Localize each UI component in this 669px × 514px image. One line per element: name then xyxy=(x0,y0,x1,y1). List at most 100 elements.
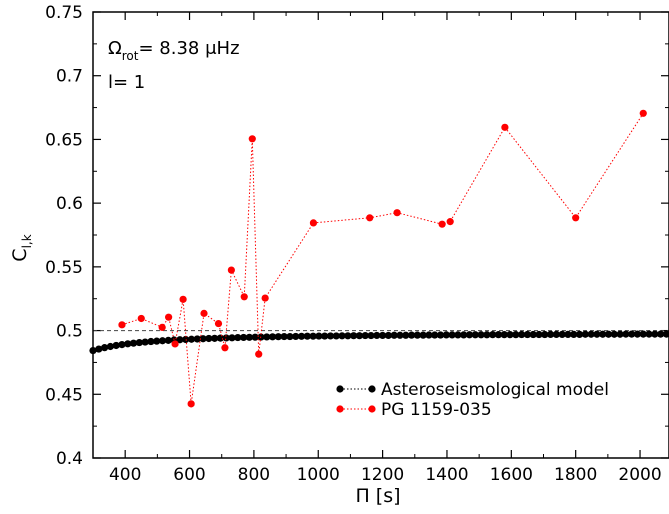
data-point xyxy=(112,341,120,350)
data-point xyxy=(489,331,497,339)
data-point xyxy=(171,340,179,348)
data-point xyxy=(182,335,190,344)
x-tick-label: 600 xyxy=(173,465,205,485)
data-point xyxy=(187,335,196,343)
y-tick-label: 0.45 xyxy=(45,385,83,405)
y-axis-title-main: C xyxy=(9,248,31,261)
data-point xyxy=(263,333,271,341)
data-point xyxy=(199,335,207,343)
data-point xyxy=(187,400,195,408)
data-point xyxy=(465,331,474,339)
data-point xyxy=(309,332,317,340)
data-point xyxy=(205,334,213,343)
series-line xyxy=(121,113,644,404)
data-point xyxy=(633,330,642,338)
y-axis-title-sub: l,k xyxy=(20,234,34,248)
data-point xyxy=(438,220,446,228)
axis-ticks: 400 600 800 1000 1200 1400 1600 1800 2000 0.4 0.45… xyxy=(45,3,669,485)
data-point xyxy=(425,331,433,339)
legend-marker-model xyxy=(368,385,376,393)
data-point xyxy=(338,332,346,340)
data-point xyxy=(572,214,580,222)
data-point xyxy=(141,338,149,346)
data-point xyxy=(248,135,256,143)
data-point xyxy=(297,332,306,340)
y-tick-label: 0.5 xyxy=(56,322,83,342)
x-tick-label: 1400 xyxy=(425,465,468,485)
data-point xyxy=(292,332,300,341)
data-point xyxy=(239,333,248,342)
data-point xyxy=(326,332,335,340)
y-axis-title: Cl,k xyxy=(9,234,34,261)
data-point xyxy=(402,331,410,339)
data-point xyxy=(255,350,263,358)
data-point xyxy=(622,330,630,338)
x-tick-label: 2000 xyxy=(618,465,661,485)
data-point xyxy=(95,345,103,353)
legend-marker-pg1159 xyxy=(368,405,376,413)
data-point xyxy=(529,330,537,339)
plot-frame xyxy=(92,11,669,459)
data-point xyxy=(518,330,526,339)
data-point xyxy=(500,331,508,339)
data-point xyxy=(639,330,647,338)
data-point xyxy=(228,334,236,342)
data-point xyxy=(610,330,618,338)
data-point xyxy=(448,331,456,339)
data-point xyxy=(393,209,401,217)
data-point xyxy=(321,332,329,340)
omega-value: = 8.38 μHz xyxy=(138,38,239,59)
y-tick-label: 0.6 xyxy=(56,194,83,214)
data-point xyxy=(575,330,584,338)
data-point xyxy=(350,332,358,340)
data-point xyxy=(227,266,235,274)
data-point xyxy=(512,331,520,339)
data-point xyxy=(137,314,145,323)
data-point xyxy=(118,340,126,349)
data-point xyxy=(274,333,282,341)
data-point xyxy=(165,313,173,321)
data-point xyxy=(193,335,201,343)
series-layer xyxy=(89,109,669,408)
data-point xyxy=(100,344,109,352)
data-point xyxy=(471,331,479,339)
x-tick-label: 800 xyxy=(238,465,270,485)
data-point xyxy=(651,330,659,338)
data-point xyxy=(413,331,421,339)
x-tick-label: 1600 xyxy=(490,465,533,485)
y-tick-label: 0.75 xyxy=(45,3,83,23)
omega-annotation: Ωrot= 8.38 μHz xyxy=(108,38,240,63)
data-point xyxy=(477,331,485,339)
x-tick-label: 1800 xyxy=(554,465,597,485)
data-point xyxy=(407,331,416,339)
omega-symbol: Ω xyxy=(108,38,122,59)
data-point xyxy=(587,330,595,338)
data-point xyxy=(436,331,445,339)
data-point xyxy=(211,334,219,342)
x-tick-label: 1000 xyxy=(297,465,340,485)
y-tick-label: 0.7 xyxy=(56,67,83,87)
data-point xyxy=(662,330,669,338)
data-point xyxy=(570,330,578,338)
data-point xyxy=(332,332,340,340)
legend-label-pg1159: PG 1159-035 xyxy=(381,400,492,420)
data-point xyxy=(494,331,503,339)
legend: Asteroseismological model PG 1159-035 xyxy=(336,380,609,420)
data-point xyxy=(604,330,613,338)
data-point xyxy=(124,340,132,348)
data-point xyxy=(501,123,509,131)
series-pg1159 xyxy=(118,109,647,408)
y-tick-label: 0.65 xyxy=(45,130,83,150)
data-point xyxy=(639,109,647,117)
data-point xyxy=(366,214,374,222)
data-point xyxy=(616,330,624,338)
data-point xyxy=(355,332,364,340)
data-point xyxy=(135,338,143,347)
data-point xyxy=(309,219,318,227)
x-tick-label: 1200 xyxy=(361,465,404,485)
data-point xyxy=(599,330,607,338)
data-point xyxy=(234,333,242,342)
data-point xyxy=(593,330,601,338)
data-point xyxy=(106,342,114,351)
legend-marker-model xyxy=(336,385,344,393)
